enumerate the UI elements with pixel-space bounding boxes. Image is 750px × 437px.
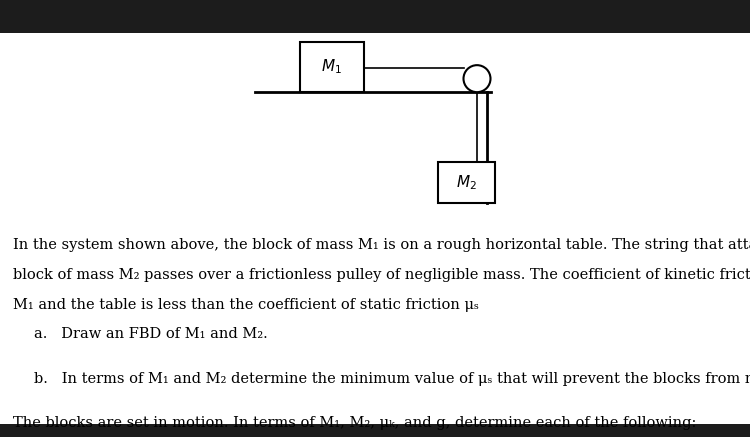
Text: $M_2$: $M_2$ [456,173,477,192]
Text: M₁ and the table is less than the coefficient of static friction μₛ: M₁ and the table is less than the coeffi… [13,298,479,312]
Bar [0,424,750,437]
Bar [438,162,494,203]
Text: The blocks are set in motion. In terms of M₁, M₂, μₖ, and g, determine each of t: The blocks are set in motion. In terms o… [13,416,697,430]
Bar [300,42,364,92]
Bar [0,0,750,33]
Bar [0,33,750,424]
Text: In the system shown above, the block of mass M₁ is on a rough horizontal table. : In the system shown above, the block of … [13,238,750,252]
Text: block of mass M₂ passes over a frictionless pulley of negligible mass. The coeff: block of mass M₂ passes over a frictionl… [13,268,750,282]
Ellipse shape [464,65,490,92]
Text: b.   In terms of M₁ and M₂ determine the minimum value of μₛ that will prevent t: b. In terms of M₁ and M₂ determine the m… [34,372,750,386]
Text: a.   Draw an FBD of M₁ and M₂.: a. Draw an FBD of M₁ and M₂. [34,327,268,341]
Text: $M_1$: $M_1$ [322,57,342,76]
